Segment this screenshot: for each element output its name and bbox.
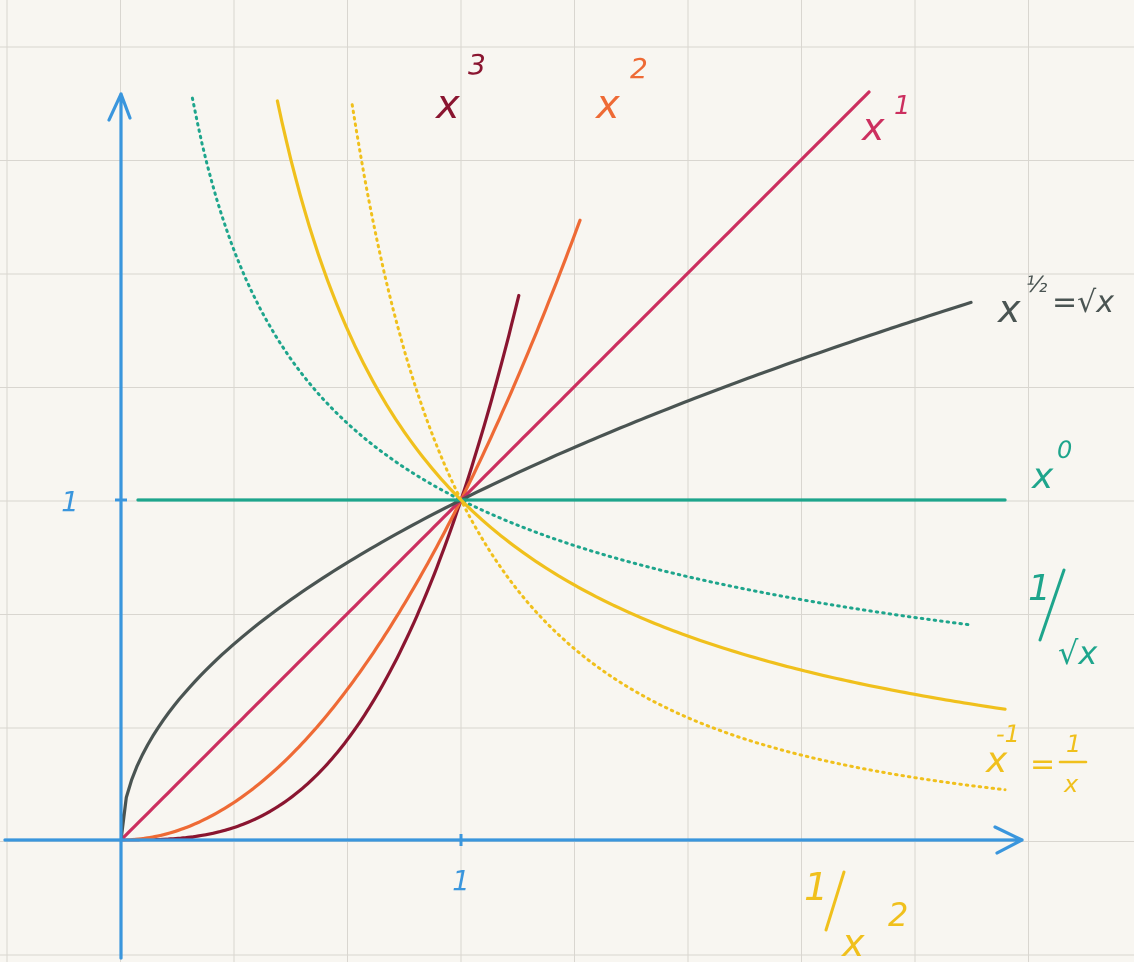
series-label-invsq-slash [824,870,846,932]
series-lines [119,90,1007,842]
series-label-x2-base: x [594,82,620,128]
series-label-invsqrt-denominator: √x [1058,634,1098,672]
series-label-invsqrt-slash [1038,568,1066,642]
series-label-inv-equals: = [1030,747,1055,782]
x-tick-label: 1 [452,864,470,897]
series-label-x0-base: x [1031,456,1054,497]
series-label-x1-base: x [861,105,885,149]
series-label-x3-base: x [434,82,460,128]
series-label-x2-exponent: 2 [630,52,648,85]
series-line-inv [275,99,1007,711]
series-label-inv-numerator: 1 [1066,730,1081,758]
series-line-x2 [119,218,582,842]
series-label-inv-denominator: x [1063,770,1079,798]
series-line-sqrt [119,300,973,842]
series-line-invsq [350,103,1007,792]
y-tick-label: 1 [61,485,79,518]
y-axis-arrow [107,92,132,122]
series-line-invsqrt [190,96,973,627]
series-label-sqrt-rhs: =√x [1052,285,1114,320]
series-label-invsq-exponent: 2 [888,896,908,934]
series-label-inv-base: x [985,740,1008,781]
series-label-invsq-denominator: x [841,921,865,962]
series-label-sqrt-base: x [997,287,1021,331]
series-line-x1 [119,90,871,842]
series-label-x1-exponent: 1 [894,91,911,121]
series-label-inv-exponent: -1 [996,720,1020,748]
series-label-invsq-numerator: 1 [804,865,828,909]
series-label-x3-exponent: 3 [468,48,486,81]
series-line-x3 [119,293,521,842]
axes: 11 [3,92,1024,960]
series-label-x0-exponent: 0 [1057,436,1072,464]
series-label-invsqrt-numerator: 1 [1028,568,1051,609]
series-label-sqrt-exponent: ½ [1026,273,1047,298]
x-axis-arrow [993,825,1024,855]
